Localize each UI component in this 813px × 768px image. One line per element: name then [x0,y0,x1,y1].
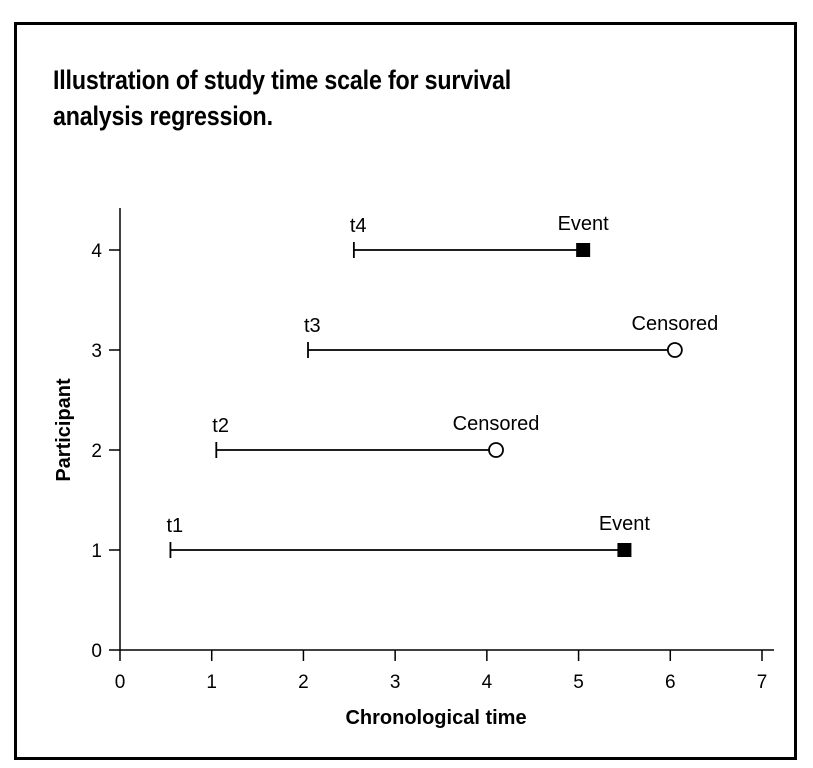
timeline-participant-4: t4 Event [350,213,609,258]
censored-marker [666,342,683,358]
y-tick-label: 3 [91,341,102,362]
x-ticks: 0 1 2 3 4 5 6 7 [115,650,768,693]
outcome-label: Censored [453,413,540,435]
x-tick-label: 6 [665,672,676,693]
x-tick-label: 7 [757,672,768,693]
y-ticks: 0 1 2 3 4 [91,241,120,662]
y-axis: 0 1 2 3 4 Participant [53,208,121,662]
x-tick-label: 0 [115,672,126,693]
x-tick-label: 1 [206,672,217,693]
figure-title: Illustration of study time scale for sur… [53,65,512,131]
y-tick-label: 2 [91,441,102,462]
outcome-label: Censored [632,313,719,335]
y-tick-label: 4 [91,241,102,262]
x-tick-label: 2 [298,672,309,693]
x-axis-label: Chronological time [345,707,526,729]
censored-marker [488,442,504,458]
start-time-label: t2 [212,415,229,437]
y-tick-label: 1 [91,541,102,562]
timeline-participant-2: t2 Censored [212,413,539,458]
start-time-label: t3 [304,315,321,337]
x-axis: 0 1 2 3 4 5 6 7 Chronological time [115,649,774,729]
x-tick-label: 5 [573,672,584,693]
event-marker [617,543,632,557]
figure-frame [14,22,797,760]
timeline-participant-3: t3 Censored [304,313,718,358]
x-tick-label: 3 [390,672,401,693]
y-tick-label: 0 [91,641,102,662]
event-marker [576,243,591,257]
start-time-label: t4 [350,215,367,237]
x-tick-label: 4 [482,672,493,693]
start-time-label: t1 [166,515,183,537]
outcome-label: Event [558,213,610,235]
timeline-participant-1: t1 Event [166,513,650,558]
y-axis-label: Participant [53,378,75,482]
participant-timelines: t1 Event t2 Censored t3 Censored t4 Event [166,213,718,558]
outcome-label: Event [599,513,651,535]
